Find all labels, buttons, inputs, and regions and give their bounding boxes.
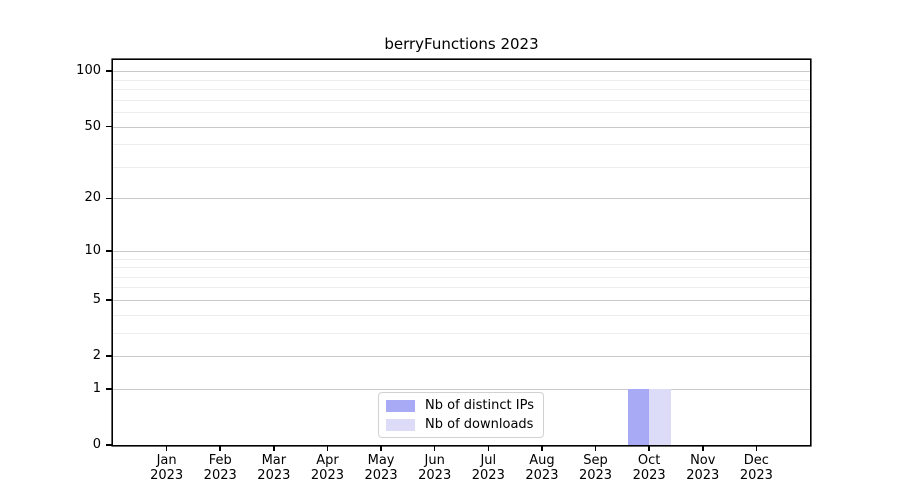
x-tick-label: Dec 2023 — [726, 453, 786, 483]
x-tick-mark — [326, 446, 329, 451]
y-tick-mark — [106, 70, 112, 72]
major-gridline — [113, 126, 810, 128]
plot-area — [113, 60, 810, 445]
x-tick-year: 2023 — [525, 468, 559, 483]
x-tick-month: Jul — [480, 453, 497, 468]
x-tick-month: Jan — [156, 453, 177, 468]
x-tick-label: Feb 2023 — [190, 453, 250, 483]
minor-gridline — [113, 144, 810, 146]
minor-gridline — [113, 99, 810, 101]
x-tick-month: Nov — [690, 453, 716, 468]
x-tick-label: May 2023 — [351, 453, 411, 483]
x-tick-month: Sep — [583, 453, 608, 468]
x-tick-year: 2023 — [578, 468, 613, 483]
legend-entry: Nb of distinct IPs — [386, 398, 534, 413]
y-tick-label: 50 — [84, 118, 101, 134]
x-tick-label: Nov 2023 — [673, 453, 733, 483]
x-tick-label: Oct 2023 — [619, 453, 679, 483]
minor-gridline — [113, 314, 810, 316]
x-tick-year: 2023 — [418, 468, 452, 483]
x-tick-mark — [219, 446, 222, 451]
y-tick-mark — [106, 125, 112, 128]
bar-nb-of-distinct-ips-oct — [627, 388, 650, 445]
x-tick-mark — [594, 446, 597, 451]
x-tick-year: 2023 — [310, 468, 344, 483]
major-gridline — [113, 388, 810, 390]
x-tick-year: 2023 — [364, 468, 398, 483]
x-tick-mark — [541, 446, 543, 451]
y-tick-label: 1 — [92, 380, 101, 396]
major-gridline — [113, 198, 810, 200]
x-tick-label: Jan 2023 — [137, 453, 197, 483]
x-tick-month: Aug — [529, 453, 555, 468]
y-tick-mark — [106, 299, 112, 301]
chart-title: berryFunctions 2023 — [384, 35, 539, 53]
y-tick-label: 10 — [84, 242, 101, 258]
minor-gridline — [113, 332, 810, 334]
minor-gridline — [113, 112, 810, 114]
x-tick-label: Aug 2023 — [512, 453, 572, 483]
x-tick-year: 2023 — [471, 468, 505, 483]
y-tick-label: 20 — [84, 190, 101, 206]
y-tick-label: 100 — [76, 63, 101, 79]
x-tick-mark — [701, 446, 704, 451]
x-tick-month: Oct — [637, 453, 661, 468]
x-tick-label: Apr 2023 — [297, 453, 357, 483]
y-tick-mark — [106, 197, 112, 200]
minor-gridline — [113, 276, 810, 278]
y-tick-label: 2 — [92, 348, 101, 364]
x-tick-year: 2023 — [632, 468, 666, 483]
y-tick-mark — [106, 444, 112, 446]
x-tick-mark — [165, 446, 168, 451]
x-tick-year: 2023 — [686, 468, 720, 483]
legend-swatch — [386, 418, 416, 431]
x-tick-month: Apr — [316, 453, 339, 468]
minor-gridline — [113, 79, 810, 81]
legend-entry: Nb of downloads — [386, 417, 534, 432]
x-tick-label: Jul 2023 — [458, 453, 518, 483]
y-tick-mark — [106, 249, 112, 252]
x-tick-mark — [755, 446, 758, 451]
x-tick-label: Mar 2023 — [244, 453, 304, 483]
legend: Nb of distinct IPs Nb of downloads — [378, 392, 544, 438]
legend-swatch — [386, 399, 416, 412]
y-tick-label: 0 — [92, 437, 101, 452]
x-tick-year: 2023 — [203, 468, 237, 483]
minor-gridline — [113, 166, 810, 168]
x-tick-month: Jun — [424, 453, 445, 468]
major-gridline — [113, 299, 810, 301]
x-tick-mark — [273, 446, 275, 451]
minor-gridline — [113, 287, 810, 289]
minor-gridline — [113, 89, 810, 91]
x-tick-year: 2023 — [739, 468, 773, 483]
x-tick-label: Sep 2023 — [566, 453, 626, 483]
major-gridline — [113, 356, 810, 358]
x-tick-year: 2023 — [150, 468, 184, 483]
y-tick-label: 5 — [92, 291, 101, 307]
x-tick-mark — [487, 446, 490, 451]
x-tick-month: Mar — [261, 453, 287, 468]
y-tick-mark — [106, 355, 112, 357]
x-tick-month: Dec — [743, 453, 769, 468]
x-tick-month: May — [367, 453, 395, 468]
y-tick-mark — [106, 388, 112, 390]
major-gridline — [113, 71, 810, 73]
legend-label: Nb of distinct IPs — [425, 398, 534, 413]
x-tick-mark — [380, 446, 382, 451]
x-tick-year: 2023 — [257, 468, 291, 483]
major-gridline — [113, 250, 810, 252]
minor-gridline — [113, 267, 810, 269]
legend-label: Nb of downloads — [425, 417, 534, 432]
x-tick-month: Feb — [208, 453, 232, 468]
x-tick-mark — [648, 446, 650, 451]
x-tick-label: Jun 2023 — [405, 453, 465, 483]
x-tick-mark — [433, 446, 436, 451]
bar-nb-of-downloads-oct — [649, 388, 671, 445]
minor-gridline — [113, 258, 810, 260]
